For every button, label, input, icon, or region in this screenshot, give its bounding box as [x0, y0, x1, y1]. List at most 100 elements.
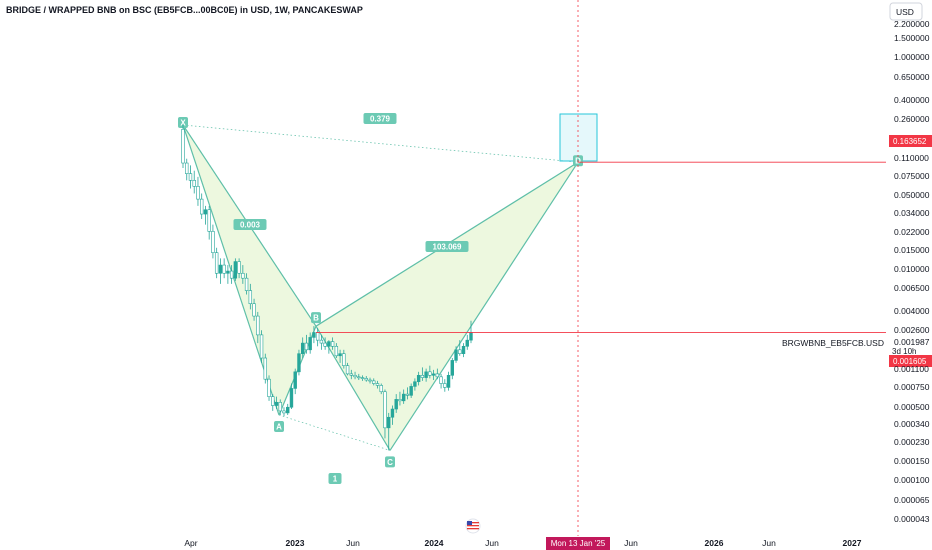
candle: [454, 346, 458, 363]
candle: [420, 367, 425, 381]
candle: [282, 407, 286, 417]
candle: [368, 377, 372, 384]
y-tick: 0.000500: [894, 402, 930, 412]
time-axis[interactable]: Apr 2023 Jun 2024 Jun Mon 13 Jan '25 Jun 2026 Ju…: [184, 537, 862, 550]
y-tick: 0.015000: [894, 245, 930, 255]
x-tick: 2024: [425, 538, 444, 548]
y-tick: 0.000230: [894, 437, 930, 447]
candle: [334, 343, 339, 359]
candle: [278, 399, 282, 416]
candle: [424, 368, 428, 382]
candle: [360, 375, 365, 381]
pattern-point-label: C: [387, 458, 393, 467]
y-tick: 1.500000: [894, 33, 930, 43]
candle: [439, 373, 443, 389]
pattern-point-c[interactable]: C: [385, 456, 395, 468]
y-tick: 0.000043: [894, 514, 930, 524]
candle: [323, 337, 327, 350]
y-tick: 0.000150: [894, 456, 930, 466]
candle: [304, 334, 309, 354]
candle: [222, 258, 226, 279]
pattern-point-a[interactable]: A: [274, 421, 284, 433]
y-tick: 0.034000: [894, 208, 930, 218]
pattern-point-label: B: [313, 314, 319, 323]
price-axis[interactable]: 2.200000 1.500000 1.000000 0.650000 0.400000…: [889, 19, 932, 524]
candle: [364, 376, 368, 382]
candle: [375, 380, 380, 389]
candle: [226, 265, 230, 284]
candle: [233, 258, 238, 281]
price-badge-value: 0.001605: [893, 357, 927, 366]
x-tick: Apr: [184, 538, 197, 548]
candle: [271, 394, 275, 411]
candle: [181, 124, 185, 168]
y-tick: 0.000100: [894, 475, 930, 485]
candle: [357, 373, 361, 381]
candle: [401, 389, 406, 404]
candle: [274, 396, 279, 410]
candle: [413, 378, 417, 391]
candle: [450, 358, 454, 380]
candle: [319, 334, 324, 350]
candle: [465, 334, 469, 350]
pattern-point-label: A: [276, 423, 282, 432]
y-tick: 0.001987: [894, 337, 930, 347]
candle: [252, 298, 256, 321]
target-price-badge: [889, 135, 932, 147]
candle: [308, 332, 312, 354]
y-tick: 0.050000: [894, 190, 930, 200]
candle: [263, 353, 267, 384]
candle: [188, 165, 193, 189]
ratio-label: 0.379: [363, 113, 397, 124]
candle: [185, 158, 189, 181]
ratio-value: 0.003: [240, 221, 261, 230]
pattern-point-x[interactable]: X: [178, 116, 188, 128]
candle: [289, 383, 294, 410]
candle: [342, 349, 346, 369]
candle: [446, 371, 451, 391]
us-flag-icon[interactable]: [465, 518, 481, 534]
pattern-ratio-line-ac: [278, 414, 391, 451]
candle: [297, 349, 301, 376]
pattern-fill-xab: [183, 124, 316, 416]
x-tick: 2023: [286, 538, 305, 548]
candle: [214, 247, 219, 279]
candle: [211, 224, 215, 259]
candle: [207, 205, 211, 240]
candle: [327, 340, 331, 354]
ratio-value: 0.379: [370, 115, 391, 124]
y-tick: 0.006500: [894, 283, 930, 293]
price-badge-value: 0.163652: [893, 137, 927, 146]
symbol-label: BRGWBNB_EB5FCB.USD: [782, 338, 884, 348]
target-zone-box[interactable]: [559, 113, 598, 162]
pattern-leg-xa: [182, 124, 280, 416]
candle: [338, 349, 342, 363]
y-tick: 2.200000: [894, 19, 930, 29]
pattern-leg-cd: [389, 161, 579, 451]
candle: [435, 368, 440, 380]
y-tick: 0.001100: [894, 364, 929, 374]
ratio-label: 1: [328, 473, 342, 484]
candle: [431, 369, 436, 381]
crosshair-date-badge: [546, 537, 610, 550]
candle: [248, 283, 253, 310]
x-tick: 2026: [705, 538, 724, 548]
crosshair-date-label: Mon 13 Jan '25: [551, 539, 606, 548]
candle: [428, 365, 432, 379]
candle: [379, 383, 383, 395]
candle: [345, 362, 350, 376]
candle: [267, 375, 271, 401]
y-tick: 0.000750: [894, 382, 930, 392]
y-tick: 0.650000: [894, 72, 930, 82]
currency-button[interactable]: USD: [889, 2, 923, 21]
pattern-fill-bcd: [316, 162, 578, 451]
x-tick: Jun: [485, 538, 499, 548]
last-price-badge: [889, 355, 932, 367]
candles: [181, 124, 473, 451]
pattern-point-b[interactable]: B: [311, 312, 321, 324]
candle: [192, 170, 196, 194]
candle: [458, 340, 462, 356]
candle: [372, 378, 376, 386]
